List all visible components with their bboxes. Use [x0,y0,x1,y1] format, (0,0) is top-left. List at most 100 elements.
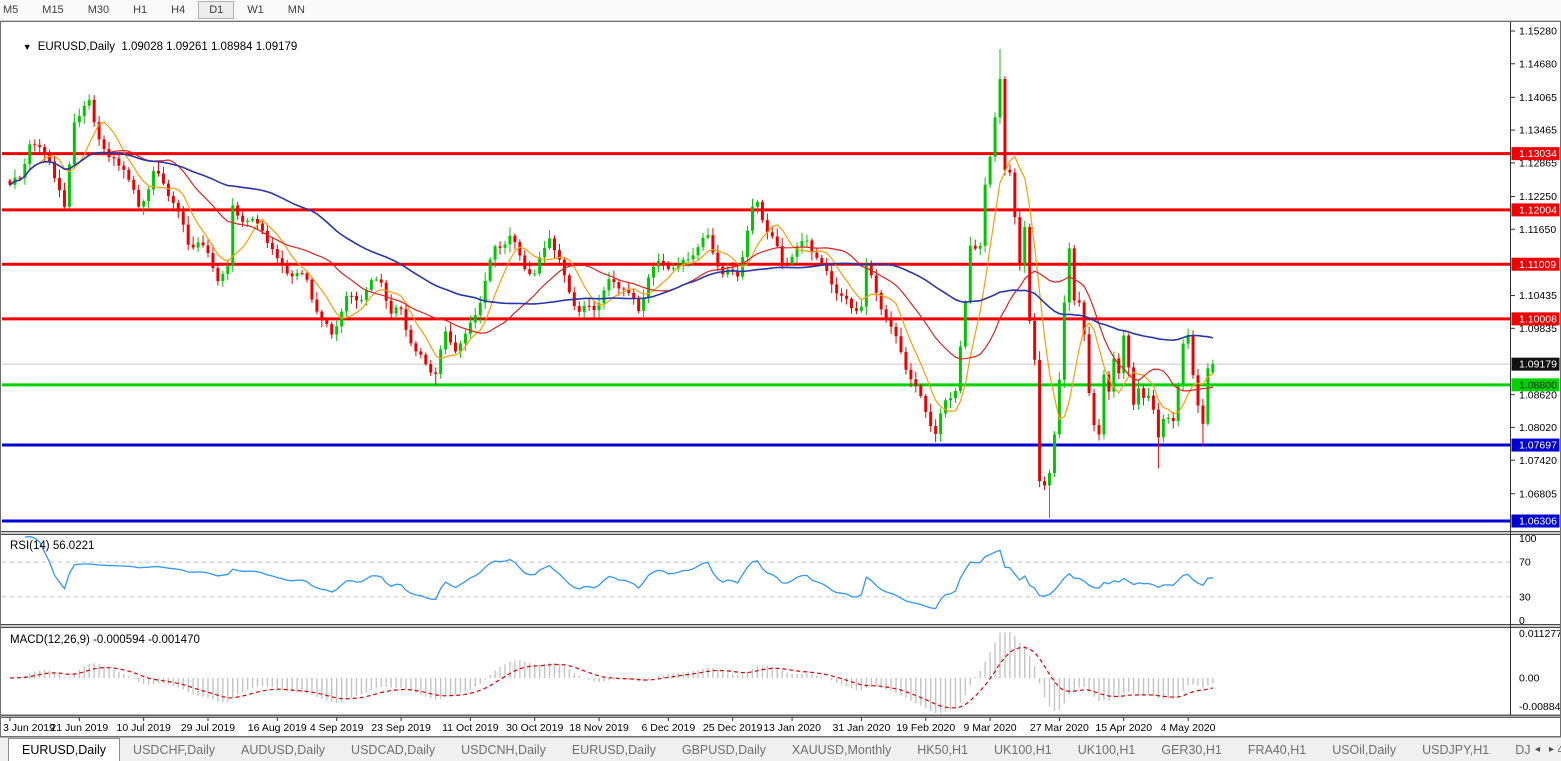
tab-eurusd-daily[interactable]: EURUSD,Daily [8,738,121,761]
moving-average-fast [9,121,1214,421]
rsi-axis-label: 100 [1519,533,1537,545]
candle-body [993,117,997,157]
tab-usdcnh-daily[interactable]: USDCNH,Daily [461,742,546,757]
timeframe-button-mn[interactable]: MN [287,4,305,16]
date-tick-label: 30 Oct 2019 [506,722,563,734]
timeframe-button-h1[interactable]: H1 [133,4,148,16]
candle-body [518,242,522,256]
candle-body [642,297,646,311]
candle-body [38,145,42,148]
candle-body [854,308,858,311]
candle-body [1107,374,1111,392]
candle-body [434,372,438,374]
candle-body [142,201,146,207]
tab-hk50-h1[interactable]: HK50,H1 [917,742,968,757]
candle-body [201,242,205,246]
level-price-badge-label: 1.12004 [1519,204,1557,216]
timeframe-button-h4[interactable]: H4 [171,4,186,16]
candle-body [1077,300,1081,303]
tab-usdjpy-h1[interactable]: USDJPY,H1 [1422,742,1490,757]
candle-body [939,413,943,434]
level-lines-group [2,152,1510,523]
candle-body [716,252,720,267]
candle-body [1132,367,1136,405]
candle-body [454,342,457,352]
tab-usdchf-daily[interactable]: USDCHF,Daily [133,742,215,757]
candle-body [43,147,47,154]
candle-body [953,391,957,399]
candle-body [1122,335,1126,374]
timeframe-button-m5[interactable]: M5 [3,4,19,16]
date-tick-label: 4 May 2020 [1161,722,1216,734]
candle-body [320,311,324,321]
candle-body [216,267,220,282]
tab-scroll-nav: ◂ ▸ [1530,738,1558,761]
candle-body [28,144,32,164]
candle-body [67,164,71,207]
level-price-badge-label: 1.09179 [1519,359,1557,371]
price-tick-label: 1.10435 [1519,290,1557,302]
candle-body [597,303,601,311]
candle-body [736,271,740,277]
level-price-badge [1511,514,1560,528]
candle-body [394,307,398,314]
candle-body [206,245,210,253]
tab-gbpusd-daily[interactable]: GBPUSD,Daily [681,742,766,757]
candle-body [493,246,497,260]
price-chart-canvas[interactable]: 1.15280 1.14680 1.14065 1.13465 1.12865 1.122… [1,22,1560,736]
timeframe-button-w1[interactable]: W1 [247,4,264,16]
candle-body [721,266,725,275]
chart-expander-icon[interactable]: ▼ [22,42,32,52]
tab-scroll-right-icon[interactable]: ▸ [1548,744,1554,755]
tab-uk100-h1[interactable]: UK100,H1 [994,742,1052,757]
candle-body [72,122,76,165]
candle-body [795,246,799,257]
candle-body [186,224,190,245]
candle-body [949,398,952,401]
date-tick-label: 31 Jan 2020 [832,722,890,734]
tab-audusd-daily[interactable]: AUDUSD,Daily [241,742,326,757]
candle-body [592,305,596,311]
candle-body [463,333,467,344]
level-price-badge-label: 1.08800 [1519,379,1557,391]
price-tick-label: 1.12865 [1519,157,1557,169]
timeframe-button-m30[interactable]: M30 [87,4,110,16]
tab-fra40-h1[interactable]: FRA40,H1 [1247,742,1307,757]
tab-xauusd-monthly[interactable]: XAUUSD,Monthly [791,742,892,757]
candle-body [612,279,616,283]
candle-body [196,242,200,248]
candle-body [1127,335,1131,368]
tab-usdcad-daily[interactable]: USDCAD,Daily [351,742,436,757]
candle-body [978,245,982,249]
timeframe-button-m15[interactable]: M15 [42,4,64,16]
candle-body [775,236,779,247]
tab-uk100-h1[interactable]: UK100,H1 [1077,742,1136,757]
timeframe-button-d1[interactable]: D1 [198,1,235,19]
candle-body [587,305,591,307]
candle-body [58,178,61,191]
tab-eurusd-daily[interactable]: EURUSD,Daily [571,742,656,757]
candle-body [290,273,294,277]
chart-symbol-period: EURUSD,Daily [37,41,116,53]
candle-body [548,238,552,248]
tab-scroll-left-icon[interactable]: ◂ [1534,744,1540,755]
candle-body [340,311,344,327]
candle-body [958,346,962,392]
candle-body [760,201,764,221]
candle-body [256,218,259,224]
candle-body [424,354,428,365]
tab-usoil-daily[interactable]: USOil,Daily [1332,742,1397,757]
candle-body [226,266,230,274]
price-axis[interactable]: 1.15280 1.14680 1.14065 1.13465 1.12865 1.122… [1510,26,1560,528]
candle-body [468,322,472,334]
tab-ger30-h1[interactable]: GER30,H1 [1161,742,1222,757]
candle-body [23,163,27,178]
candle-body [835,284,839,294]
candle-body [97,122,101,140]
candle-body [181,211,185,225]
candle-body [1067,248,1071,303]
date-tick-label: 21 Jun 2019 [50,722,108,734]
price-tick-label: 1.15280 [1519,26,1557,38]
symbol-tabbar: EURUSD,Daily USDCHF,Daily AUDUSD,Daily USDC… [0,737,1561,761]
